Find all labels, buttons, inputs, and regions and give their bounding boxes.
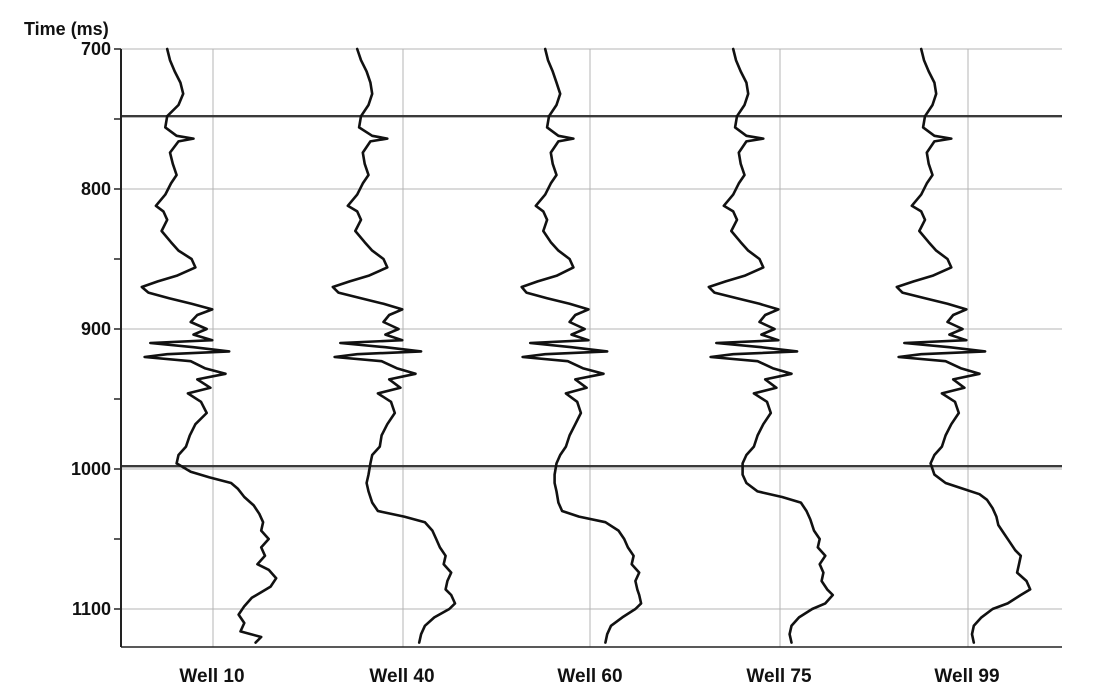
x-tick-label-well-60: Well 60 [557,666,622,687]
y-tick-label-900: 900 [81,319,111,339]
trace-well-40 [331,47,457,644]
trace-well-75 [707,47,835,644]
x-tick-label-well-40: Well 40 [369,666,434,687]
x-tick-label-well-99: Well 99 [934,666,999,687]
trace-well-10 [140,47,278,644]
y-tick-label-1000: 1000 [71,459,111,479]
y-tick-label-1100: 1100 [72,599,111,619]
y-axis-label: Time (ms) [24,19,109,39]
x-tick-label-well-10: Well 10 [179,666,244,687]
y-tick-label-800: 800 [81,179,111,199]
trace-well-60 [520,47,643,644]
x-ticks: Well 10 Well 40 Well 60 Well 75 Well 99 [179,666,999,687]
well-traces [140,47,1032,644]
trace-well-99 [895,47,1032,644]
y-tick-label-700: 700 [81,39,111,59]
y-ticks: 700 800 900 1000 1100 [71,39,111,619]
horizon-lines [121,114,1062,468]
grid [121,48,1062,647]
x-tick-label-well-75: Well 75 [746,666,812,687]
axes [114,48,1062,648]
